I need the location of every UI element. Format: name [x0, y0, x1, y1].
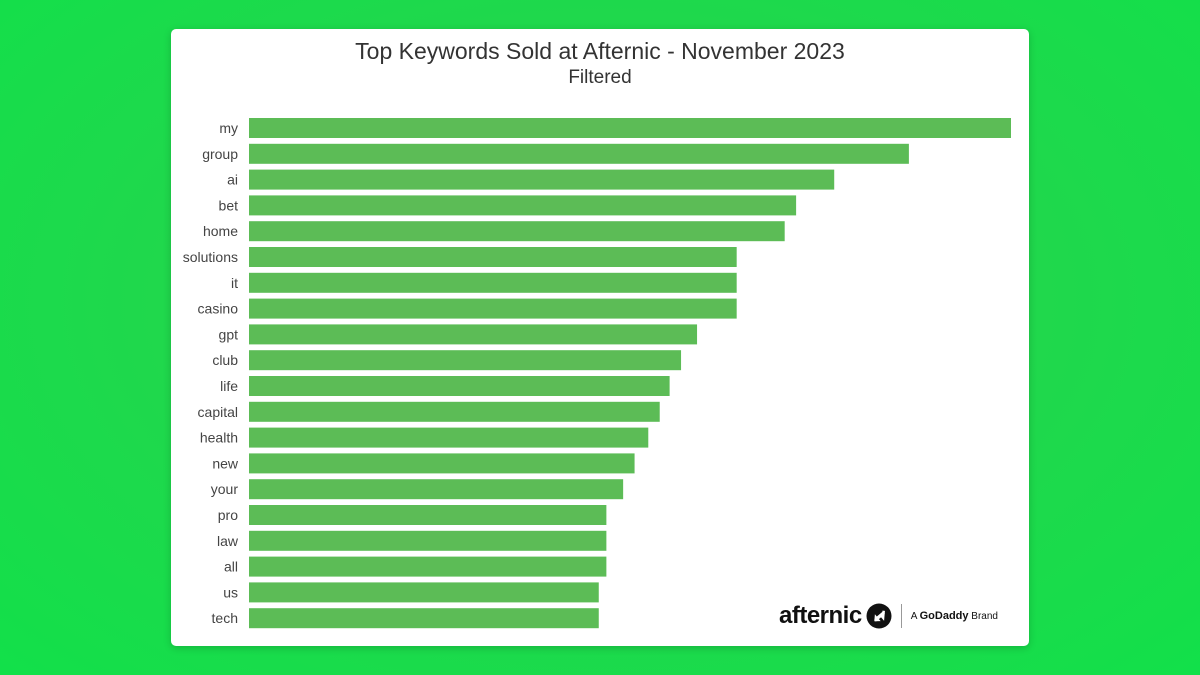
category-label-capital: capital: [198, 404, 238, 420]
category-label-gpt: gpt: [219, 326, 239, 342]
chart-title: Top Keywords Sold at Afternic - November…: [355, 38, 845, 64]
chart-card: Top Keywords Sold at Afternic - November…: [171, 29, 1029, 646]
category-label-casino: casino: [198, 301, 239, 317]
bar-life: [249, 376, 670, 396]
category-label-us: us: [223, 584, 238, 600]
category-label-solutions: solutions: [183, 249, 238, 265]
category-label-club: club: [212, 352, 238, 368]
bar-gpt: [249, 324, 698, 345]
category-label-my: my: [219, 120, 238, 136]
category-label-health: health: [200, 430, 238, 446]
bar-tech: [249, 608, 599, 629]
bar-your: [249, 479, 624, 500]
afternic-logo: afternic A GoDaddy Brand: [779, 599, 998, 633]
category-label-pro: pro: [218, 507, 238, 523]
category-label-home: home: [203, 223, 238, 239]
brand-divider: [900, 604, 902, 628]
bar-law: [249, 530, 607, 551]
bar-ai: [249, 169, 835, 190]
bar-casino: [249, 298, 737, 319]
category-label-it: it: [231, 275, 238, 291]
category-label-law: law: [217, 533, 239, 549]
category-label-life: life: [220, 378, 238, 394]
afternic-mark-icon: [866, 603, 892, 629]
bar-home: [249, 221, 785, 242]
category-label-bet: bet: [219, 197, 239, 213]
chart-subtitle: Filtered: [568, 67, 632, 88]
bar-my: [249, 118, 1011, 138]
bar-bet: [249, 195, 797, 216]
bar-club: [249, 350, 682, 371]
category-labels-group: my group ai bet home solutions it casino gpt club…: [183, 120, 239, 626]
bar-capital: [249, 401, 660, 422]
bar-all: [249, 556, 607, 577]
tagline-brand: GoDaddy: [919, 610, 969, 622]
bar-us: [249, 582, 599, 603]
bar-pro: [249, 505, 607, 525]
category-label-tech: tech: [212, 610, 238, 626]
bar-new: [249, 453, 635, 474]
category-label-ai: ai: [227, 172, 238, 188]
bar-health: [249, 427, 649, 448]
tagline-suffix: Brand: [971, 611, 998, 622]
logo-wordmark: afternic: [779, 602, 862, 629]
bar-group: [249, 143, 909, 164]
category-label-new: new: [212, 455, 239, 471]
category-label-group: group: [202, 146, 238, 162]
bar-chart: my group ai bet home solutions it casino gpt club…: [183, 118, 1011, 629]
godaddy-tagline: A GoDaddy Brand: [911, 610, 998, 622]
tagline-prefix: A: [910, 611, 917, 622]
bar-solutions: [249, 247, 737, 267]
category-label-your: your: [211, 481, 239, 497]
category-label-all: all: [224, 559, 238, 575]
bars-group: [249, 118, 1011, 629]
bar-it: [249, 272, 737, 293]
